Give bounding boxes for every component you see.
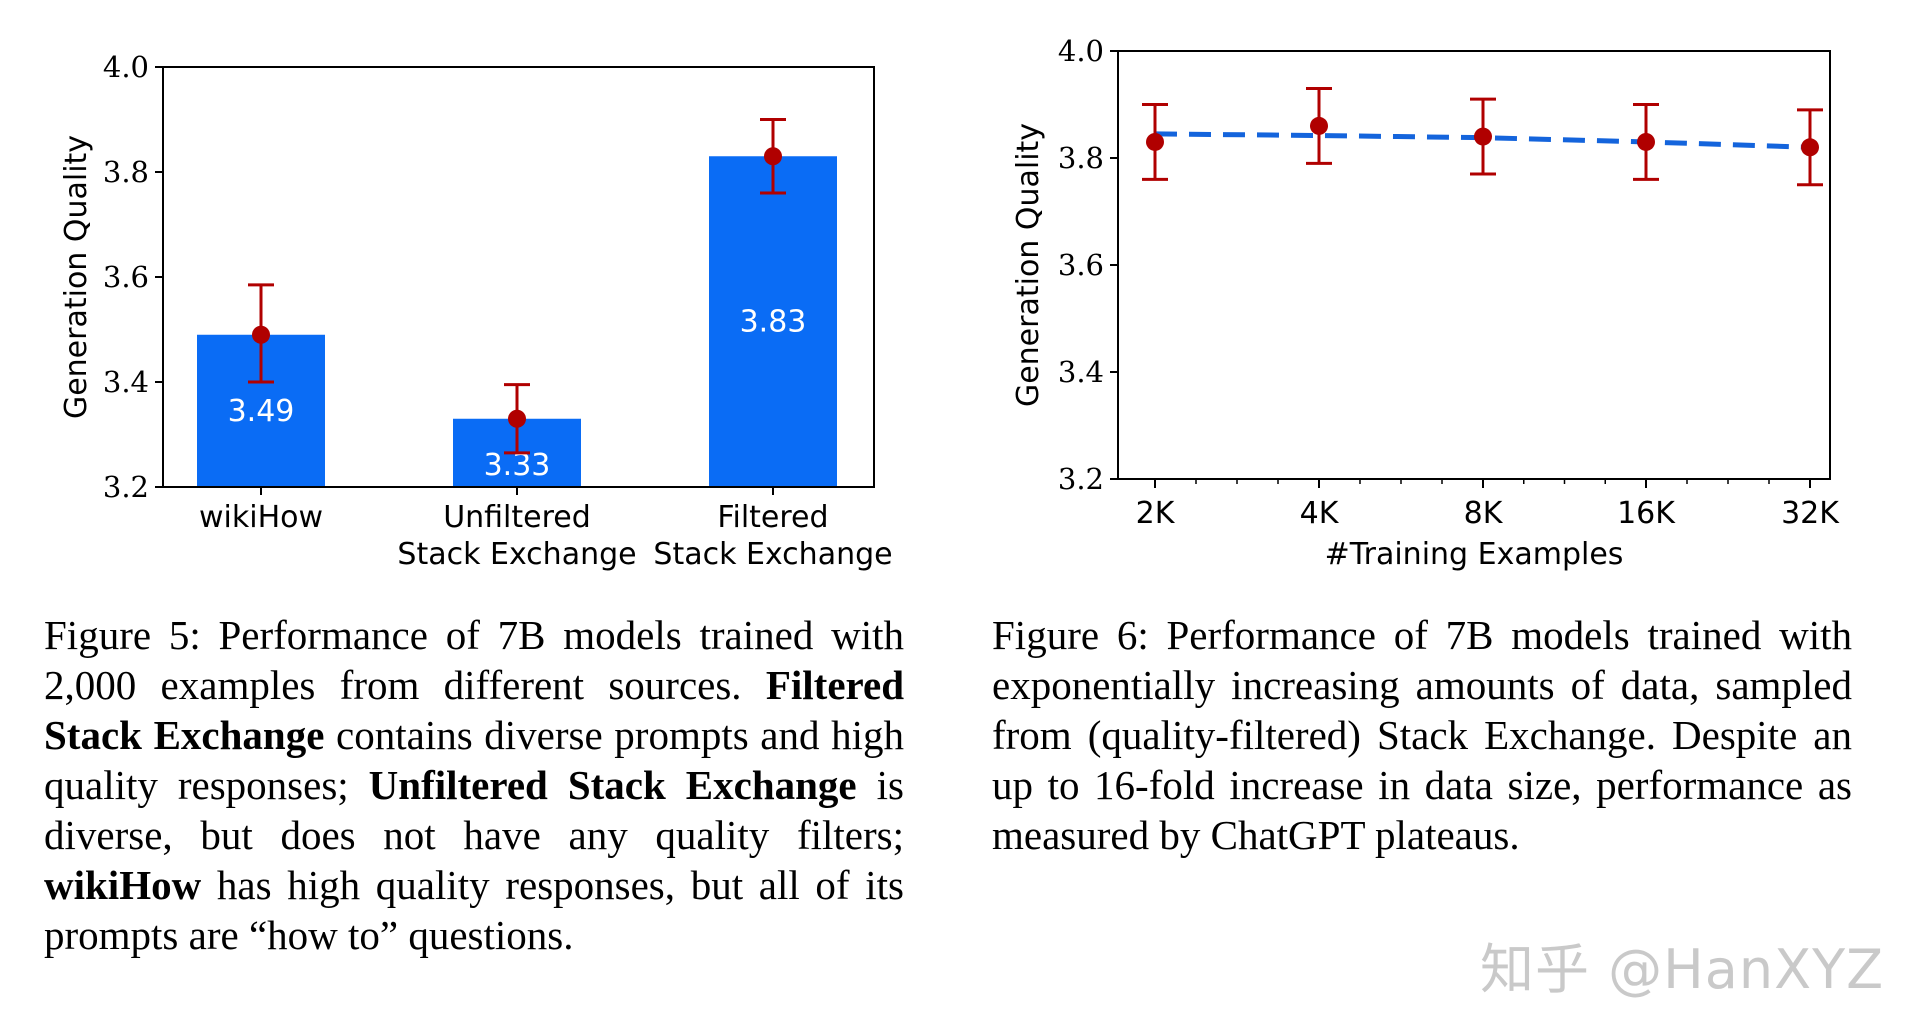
figure-5-xtick-label-line: Stack Exchange — [653, 537, 892, 572]
figure-5-bar-chart: 3.23.43.63.84.0 wikiHow Unfiltered Stack E… — [59, 50, 893, 572]
figure-5-ytick-label: 3.4 — [103, 365, 149, 399]
caption-5-bold-filtered: Filtered Stack Exchange — [44, 662, 904, 758]
figure-6-xtick-label: 4K — [1300, 496, 1340, 531]
figure-6-xtick-label: 2K — [1136, 496, 1176, 531]
figure-5-ytick-label: 3.2 — [103, 470, 149, 504]
figure-5-ytick-label: 4.0 — [103, 50, 149, 84]
figure-5-xtick-label-line: wikiHow — [199, 500, 323, 535]
figure-5-value-label: 3.49 — [228, 394, 295, 429]
caption-5-text-1: contains diverse prompts and high qualit… — [44, 712, 904, 808]
figure-6-ytick-label: 4.0 — [1058, 34, 1104, 68]
caption-5-text-2: is diverse, but does not have any qualit… — [44, 762, 904, 858]
figure-6-axes-frame — [1117, 50, 1831, 480]
watermark: 知乎 @HanXYZ — [1480, 938, 1885, 1001]
figure-6-caption: Figure 6: Performance of 7B models train… — [992, 610, 1852, 860]
figure-6-data-point — [1637, 132, 1655, 151]
figure-5-mean-point — [508, 409, 526, 428]
figure-5-xtick-label: Unfiltered Stack Exchange — [397, 500, 636, 572]
caption-5-bold-wikihow: wikiHow — [44, 862, 202, 908]
figure-5-ytick-label: 3.8 — [103, 155, 149, 189]
figure-6-ytick-label: 3.8 — [1058, 141, 1104, 175]
figure-5-xtick-label: wikiHow — [199, 500, 323, 535]
figure-5-mean-point — [252, 325, 270, 344]
figure-5-mean-point — [764, 147, 782, 166]
figure-6-ytick-label: 3.4 — [1058, 355, 1104, 389]
figure-6-xtick-label: 8K — [1464, 496, 1504, 531]
figure-6-line-chart: 3.2 3.4 3.6 3.8 4.0 2K 4K 8K 16K 32K Generation … — [1011, 34, 1840, 572]
figure-5-caption: Figure 5: Performance of 7B models train… — [44, 610, 904, 960]
figure-6-trend-line — [1154, 131, 1811, 150]
figure-6-ylabel: Generation Quality — [1011, 123, 1046, 407]
figure-6-ytick-label: 3.2 — [1058, 462, 1104, 496]
figure-5-axes-frame — [162, 66, 875, 488]
figure-5-ylabel: Generation Quality — [59, 135, 94, 419]
figure-6-data-point — [1146, 132, 1164, 151]
figure-6-ytick-label: 3.6 — [1058, 248, 1104, 282]
figure-5-xtick-label-line: Stack Exchange — [397, 537, 636, 572]
figure-6-xlabel: #Training Examples — [1325, 537, 1624, 572]
figure-5-xtick-label: Filtered Stack Exchange — [653, 500, 892, 572]
figure-5-value-label: 3.83 — [740, 305, 807, 340]
caption-5-bold-unfiltered: Unfiltered Stack Exchange — [368, 762, 857, 808]
figure-5-xtick-label-line: Unfiltered — [443, 500, 591, 535]
caption-5-lead: Figure 5: Performance of 7B models train… — [44, 612, 904, 708]
figure-6-xtick-label: 16K — [1617, 496, 1676, 531]
caption-5-text-3: has high quality responses, but all of i… — [44, 862, 904, 958]
figure-6-xtick-label: 32K — [1781, 496, 1840, 531]
figure-6-data-point — [1474, 127, 1492, 146]
caption-6-text: Figure 6: Performance of 7B models train… — [992, 612, 1852, 858]
figure-5-ytick-label: 3.6 — [103, 260, 149, 294]
figure-5-bar — [709, 156, 837, 487]
figure-6-data-point — [1801, 138, 1819, 157]
figure-5-xtick-label-line: Filtered — [717, 500, 828, 535]
figure-6-data-point — [1310, 116, 1328, 135]
